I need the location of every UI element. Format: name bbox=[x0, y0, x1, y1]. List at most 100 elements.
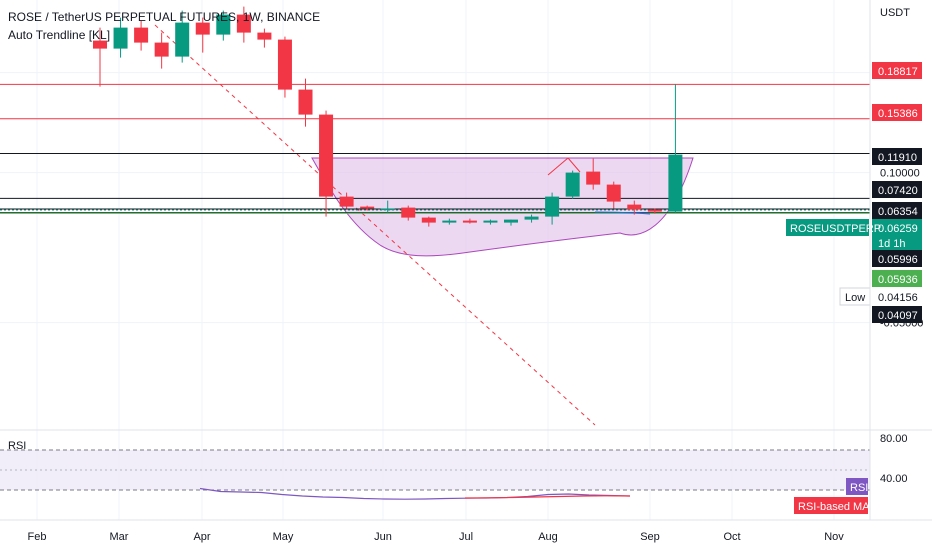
candle-body bbox=[257, 32, 272, 40]
candle-body bbox=[483, 220, 498, 223]
candle bbox=[606, 181, 621, 209]
price-label-box bbox=[872, 219, 922, 236]
candle bbox=[319, 110, 334, 217]
candle bbox=[627, 200, 642, 215]
price-label-box bbox=[872, 202, 922, 219]
chart-title: ROSE / TetherUS PERPETUAL FUTURES, 1W, B… bbox=[8, 10, 321, 24]
candle-body bbox=[462, 220, 477, 223]
x-tick-label: Jun bbox=[374, 531, 392, 543]
candle-body bbox=[113, 27, 128, 49]
candle bbox=[504, 219, 518, 226]
candle-body bbox=[545, 196, 560, 217]
price-tick-label: 0.10000 bbox=[880, 168, 920, 180]
price-label: 0.05996 bbox=[878, 254, 918, 266]
symbol-badge-box bbox=[786, 219, 869, 236]
candle bbox=[93, 27, 107, 87]
candle-body bbox=[298, 89, 313, 115]
price-label: 0.11910 bbox=[878, 152, 917, 164]
candle-body bbox=[421, 217, 436, 223]
candle-body bbox=[216, 14, 231, 35]
candle-body bbox=[668, 154, 683, 212]
candle bbox=[134, 20, 149, 51]
candle-body bbox=[93, 40, 107, 49]
auto-trendline bbox=[154, 24, 596, 426]
low-label: Low bbox=[845, 292, 865, 304]
candle bbox=[586, 158, 601, 190]
candle-body bbox=[195, 22, 210, 35]
rsi-line bbox=[199, 487, 631, 500]
price-label: 1d 1h bbox=[878, 238, 906, 250]
candle-body bbox=[154, 42, 169, 57]
x-tick-label: Nov bbox=[824, 531, 844, 543]
rsi-panel-label[interactable]: RSI bbox=[8, 440, 27, 452]
candle-body bbox=[277, 39, 292, 90]
symbol-badge: ROSEUSDTPERP bbox=[790, 223, 881, 235]
rsi-axis-label: 80.00 bbox=[880, 433, 908, 445]
rsi-badge: RSI bbox=[850, 482, 868, 494]
candle-body bbox=[380, 208, 395, 211]
candle bbox=[154, 32, 169, 69]
price-label: 0.18817 bbox=[878, 66, 918, 78]
candle bbox=[195, 17, 210, 53]
candle bbox=[668, 84, 683, 213]
candle-body bbox=[236, 14, 251, 33]
rsi-ma-badge: RSI-based MA bbox=[798, 501, 870, 513]
price-label-box bbox=[872, 250, 922, 267]
candle bbox=[524, 214, 539, 223]
candle-body bbox=[319, 114, 334, 197]
cup-peak-line bbox=[567, 157, 581, 173]
price-label: 0.07420 bbox=[878, 185, 918, 197]
candle bbox=[298, 78, 313, 127]
candle bbox=[339, 192, 354, 209]
candle-body bbox=[360, 206, 375, 209]
candle bbox=[113, 17, 128, 58]
candle-body bbox=[175, 22, 190, 57]
x-tick-label: Sep bbox=[640, 531, 660, 543]
price-label-box bbox=[872, 270, 922, 287]
candle bbox=[380, 200, 395, 213]
candle bbox=[647, 208, 662, 214]
rsi-axis-label: 40.00 bbox=[880, 473, 908, 485]
candle-body bbox=[401, 207, 416, 218]
candle bbox=[257, 28, 272, 48]
indicator-label[interactable]: Auto Trendline [KL] bbox=[8, 28, 111, 42]
price-label-box bbox=[872, 148, 922, 165]
candle-body bbox=[627, 204, 642, 210]
price-label-box bbox=[872, 181, 922, 198]
price-label-box bbox=[872, 234, 922, 251]
x-tick-label: May bbox=[273, 531, 294, 543]
x-tick-label: Aug bbox=[538, 531, 558, 543]
candle-body bbox=[647, 209, 662, 212]
price-label: 0.06354 bbox=[878, 206, 918, 218]
price-label-box bbox=[872, 306, 922, 323]
price-label: 0.15386 bbox=[878, 108, 918, 120]
candle bbox=[545, 192, 560, 225]
x-tick-label: Oct bbox=[723, 531, 740, 543]
projection-line bbox=[594, 211, 651, 215]
candle bbox=[216, 10, 231, 41]
rsi-badge-box bbox=[846, 478, 868, 495]
price-label: 0.05936 bbox=[878, 274, 918, 286]
candle bbox=[421, 216, 436, 227]
price-label: 0.04097 bbox=[878, 310, 918, 322]
candle bbox=[401, 205, 416, 221]
candle bbox=[277, 36, 292, 98]
price-label-box bbox=[872, 288, 922, 305]
x-tick-label: Jul bbox=[459, 531, 473, 543]
price-label: 0.06259 bbox=[878, 223, 918, 235]
price-label: 0.04156 bbox=[878, 292, 918, 304]
x-tick-label: Mar bbox=[110, 531, 129, 543]
rsi-ma-line bbox=[464, 495, 631, 499]
cup-peak-line bbox=[547, 157, 569, 176]
candle-body bbox=[442, 220, 457, 223]
candle-body bbox=[606, 184, 621, 202]
candle bbox=[483, 219, 498, 225]
candle-body bbox=[339, 196, 354, 207]
candle bbox=[442, 218, 457, 225]
x-tick-label: Feb bbox=[28, 531, 47, 543]
candle bbox=[462, 218, 477, 224]
candle bbox=[565, 170, 580, 199]
x-tick-label: Apr bbox=[193, 531, 210, 543]
candle-body bbox=[504, 219, 518, 223]
candle-body bbox=[524, 216, 539, 220]
